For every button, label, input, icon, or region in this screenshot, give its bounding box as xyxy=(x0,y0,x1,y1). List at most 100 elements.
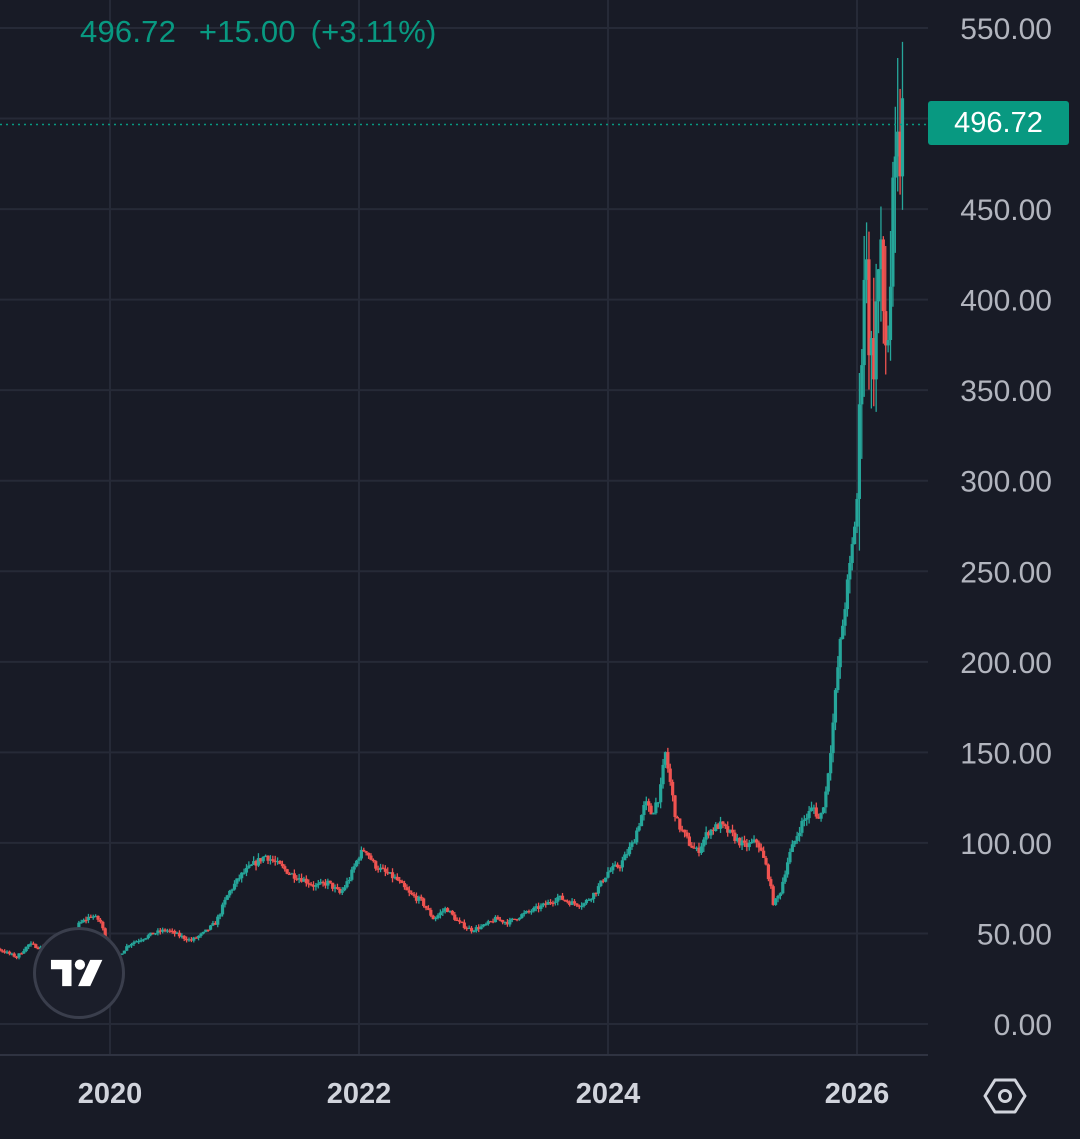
candle-body xyxy=(630,842,634,847)
candle xyxy=(7,950,12,956)
candle xyxy=(843,602,847,636)
candle-body xyxy=(886,339,890,346)
candle xyxy=(98,917,103,924)
candle-body xyxy=(144,938,148,940)
candle xyxy=(374,860,378,871)
candle xyxy=(187,937,191,942)
candle xyxy=(654,797,658,815)
candle xyxy=(872,277,876,407)
candle-body xyxy=(604,877,608,882)
candle-body xyxy=(651,813,656,815)
candle-body xyxy=(434,917,438,920)
tradingview-logo-icon[interactable] xyxy=(33,927,125,1019)
candle xyxy=(481,924,486,928)
candle-body xyxy=(84,919,88,922)
candle-body xyxy=(319,881,323,884)
candle xyxy=(848,555,852,594)
candle xyxy=(216,914,220,928)
y-tick-label: 300.00 xyxy=(960,466,1052,499)
candle-body xyxy=(249,864,253,866)
candle-body xyxy=(424,905,428,909)
candle-body xyxy=(754,839,759,843)
candle-body xyxy=(208,925,213,930)
candle xyxy=(723,823,727,829)
candle xyxy=(314,882,318,891)
candle-body xyxy=(771,886,775,905)
candle-body xyxy=(718,821,723,829)
candle xyxy=(704,826,708,845)
x-tick-label: 2026 xyxy=(825,1078,890,1110)
candle xyxy=(673,795,677,822)
candle xyxy=(721,821,725,829)
candle-body xyxy=(556,897,560,902)
candle-body xyxy=(390,872,395,879)
candle-body xyxy=(785,862,790,875)
candle xyxy=(893,106,897,253)
candle xyxy=(417,895,421,904)
candle-body xyxy=(752,839,756,842)
candle-body xyxy=(362,849,366,852)
candle-body xyxy=(216,916,220,925)
candle xyxy=(592,892,596,903)
header-price: 496.72 xyxy=(80,14,177,49)
candle xyxy=(556,893,560,906)
candle xyxy=(287,872,292,876)
candle xyxy=(340,887,344,896)
candle-body xyxy=(304,878,308,884)
candle-body xyxy=(34,944,38,948)
candle xyxy=(381,864,385,870)
candle xyxy=(501,919,505,925)
candle xyxy=(0,949,4,953)
candle-body xyxy=(326,880,330,886)
candle xyxy=(484,922,488,926)
candle-body xyxy=(826,773,830,792)
candle-body xyxy=(800,820,804,833)
candle-body xyxy=(36,947,40,950)
candle-body xyxy=(0,950,4,952)
candle xyxy=(469,925,474,934)
candle-body xyxy=(366,852,371,856)
candle-body xyxy=(797,832,802,837)
candle xyxy=(644,796,648,811)
candle xyxy=(141,938,146,942)
candle xyxy=(414,892,419,904)
candle xyxy=(366,852,371,859)
candle-body xyxy=(812,807,816,809)
candle xyxy=(620,856,624,872)
candle-body xyxy=(223,899,227,905)
candle xyxy=(529,909,533,915)
candle-body xyxy=(91,916,95,918)
candle-body xyxy=(596,886,601,894)
candle-body xyxy=(340,890,344,893)
candle xyxy=(273,855,277,866)
candle-body xyxy=(86,916,91,921)
candle-body xyxy=(295,878,299,880)
candle-body xyxy=(728,829,732,833)
candle xyxy=(896,57,900,192)
candle-body xyxy=(726,826,730,833)
candle-body xyxy=(412,894,416,896)
y-tick-label: 100.00 xyxy=(960,828,1052,861)
candle xyxy=(218,913,222,920)
candle-body xyxy=(623,854,627,861)
candle-body xyxy=(539,905,543,909)
candle-body xyxy=(659,784,663,803)
candle xyxy=(268,855,273,865)
settings-hexagon-icon[interactable] xyxy=(983,1074,1027,1118)
candle xyxy=(355,859,359,868)
candle-body xyxy=(833,690,838,723)
candle xyxy=(601,878,605,884)
candle-body xyxy=(709,829,713,836)
candle xyxy=(625,848,629,859)
candle xyxy=(685,829,689,839)
candle-body xyxy=(149,932,153,936)
candle xyxy=(596,883,601,897)
candle-body xyxy=(857,404,861,499)
candle-body xyxy=(417,896,421,901)
candle xyxy=(376,865,380,873)
candle-body xyxy=(625,854,629,856)
candle-body xyxy=(572,901,577,904)
candle-body xyxy=(656,802,660,804)
candle xyxy=(307,879,311,888)
